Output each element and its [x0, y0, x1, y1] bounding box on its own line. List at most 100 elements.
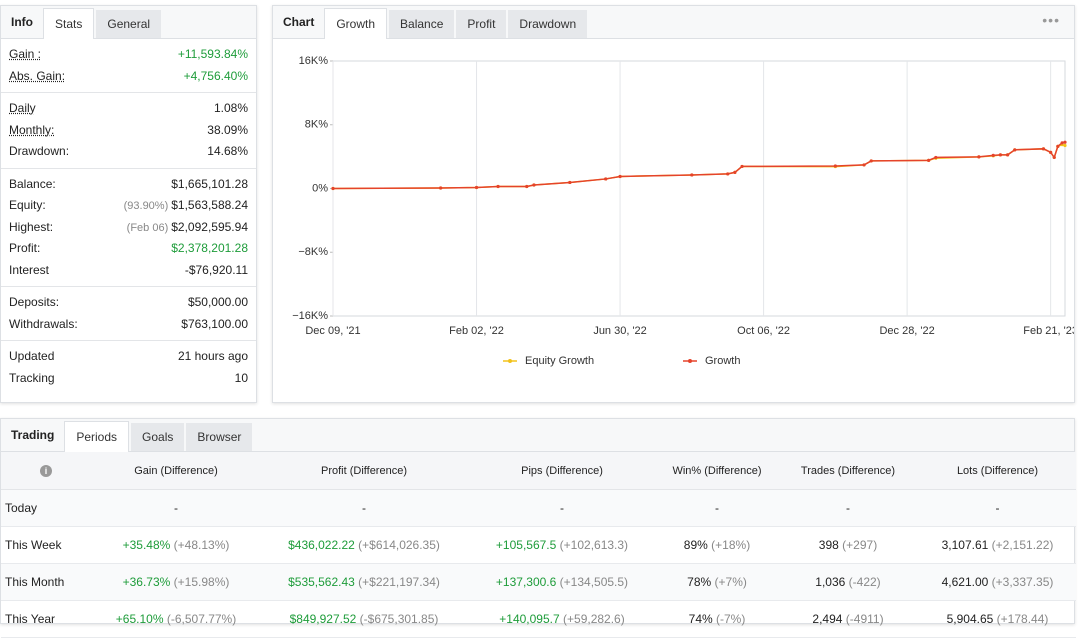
- stat-value-wrap: $763,100.00: [181, 314, 248, 336]
- tab[interactable]: General: [96, 10, 162, 38]
- row-label: Today: [1, 489, 91, 527]
- period-row: This Week +35.48% (+48.13%) $436,022.22 (+…: [1, 526, 1076, 564]
- stat-value-wrap: +4,756.40%: [184, 66, 248, 88]
- cell-value: 398: [818, 538, 839, 552]
- stat-row: Monthly: 38.09%: [1, 120, 256, 142]
- point: [833, 164, 837, 168]
- stat-value: +11,593.84%: [177, 47, 248, 61]
- stat-value-wrap: $1,665,101.28: [171, 174, 248, 196]
- cell-value: 1,036: [815, 575, 846, 589]
- x-tick-label: Dec 28, '22: [879, 325, 934, 337]
- stat-label: Highest:: [9, 219, 54, 234]
- stat-label: Updated: [9, 349, 55, 363]
- point: [927, 158, 931, 162]
- y-tick-label: 8K%: [305, 119, 328, 131]
- cell-value: -: [846, 501, 850, 515]
- stat-row: Daily 1.08%: [1, 98, 256, 120]
- point: [740, 164, 744, 169]
- info-icon-cell: i: [1, 452, 91, 490]
- stat-label: Balance:: [9, 176, 56, 191]
- cell-difference: (+15.98%): [173, 575, 230, 589]
- tab[interactable]: Growth: [324, 8, 388, 39]
- stat-value: $50,000.00: [187, 295, 248, 309]
- stat-value-wrap: (93.90%) $1,563,588.24: [124, 195, 248, 217]
- tab[interactable]: Profit: [456, 10, 507, 38]
- cell: 4,621.00 (+3,337.35): [919, 563, 1076, 601]
- x-tick-label: Feb 21, '23: [1023, 325, 1074, 337]
- stat-group: Balance: $1,665,101.28 Equity: (93.90%) $1,5…: [1, 169, 256, 287]
- growth-line: [332, 143, 1066, 190]
- y-tick-label: 0%: [312, 182, 328, 194]
- cell-difference: (+134,505.5): [559, 575, 629, 589]
- y-tick-label: −16K%: [292, 310, 328, 322]
- menu-icon[interactable]: •••: [1042, 12, 1060, 28]
- point: [331, 186, 335, 191]
- cell: $849,927.52 (-$675,301.85): [261, 600, 467, 638]
- stat-group: Gain : +11,593.84% Abs. Gain: +4,756.40%: [1, 39, 256, 93]
- cell: +36.73% (+15.98%): [91, 563, 261, 601]
- cell-difference: (-4911): [845, 612, 884, 626]
- cell: $436,022.22 (+$614,026.35): [261, 526, 467, 564]
- stat-value: $2,092,595.94: [171, 219, 248, 234]
- stat-value-wrap: 10: [235, 368, 248, 390]
- column-header: Gain (Difference): [91, 452, 261, 490]
- stat-label: Gain :: [9, 47, 42, 61]
- point: [1013, 148, 1017, 152]
- stat-label: Interest: [9, 262, 50, 277]
- stat-value-wrap: 1.08%: [214, 98, 248, 120]
- cell: 398 (+297): [777, 526, 919, 564]
- stat-group: Deposits: $50,000.00 Withdrawals: $763,100.…: [1, 287, 256, 341]
- period-row: This Year +65.10% (-6,507.77%) $849,927.52…: [1, 600, 1076, 638]
- legend-dot: [508, 359, 512, 363]
- growth-line: [332, 141, 1066, 190]
- tab-label: Info: [11, 15, 33, 29]
- cell: +137,300.6 (+134,505.5): [467, 563, 657, 601]
- tab[interactable]: Goals: [131, 423, 185, 451]
- point: [618, 174, 622, 179]
- stat-value: $1,563,588.24: [171, 198, 248, 212]
- tab[interactable]: Balance: [389, 10, 455, 38]
- tab[interactable]: Periods: [64, 421, 130, 452]
- point: [1052, 155, 1056, 160]
- cell-value: +105,567.5: [495, 538, 557, 552]
- info-icon: i: [40, 464, 52, 477]
- tab[interactable]: Browser: [186, 423, 253, 451]
- point: [532, 183, 536, 187]
- cell-value: 3,107.61: [941, 538, 989, 552]
- periods-panel: Trading Periods Goals Browser i Gain (Differe…: [0, 418, 1076, 638]
- stat-label: Profit:: [9, 241, 41, 255]
- legend-label: Equity Growth: [525, 355, 594, 367]
- stat-value: -$76,920.11: [184, 262, 248, 277]
- cell: 89% (+18%): [657, 526, 777, 564]
- cell-value: 74%: [688, 612, 713, 626]
- stat-value-wrap: +11,593.84%: [178, 44, 248, 66]
- cell: +140,095.7 (+59,282.6): [467, 600, 657, 638]
- stat-row: Balance: $1,665,101.28: [1, 174, 256, 196]
- stat-row: Profit: $2,378,201.28: [1, 238, 256, 260]
- cell: +105,567.5 (+102,613.3): [467, 526, 657, 564]
- point: [733, 170, 737, 175]
- tab[interactable]: Drawdown: [508, 10, 588, 38]
- cell-difference: (+48.13%): [173, 538, 230, 552]
- stat-group: Updated 21 hours ago Tracking 10: [1, 341, 256, 394]
- cell-difference: (+$221,197.34): [358, 575, 440, 589]
- stat-row: Interest -$76,920.11: [1, 260, 256, 282]
- cell-value: $436,022.22: [288, 538, 355, 552]
- tab[interactable]: Stats: [43, 8, 95, 39]
- stat-value: $1,665,101.28: [171, 176, 248, 191]
- period-row: Today - - - - - -: [1, 489, 1076, 527]
- stats-panel: Info Stats General Gain : +11,593.84% Abs. Ga…: [0, 5, 257, 403]
- stat-row: Equity: (93.90%) $1,563,588.24: [1, 195, 256, 217]
- cell-value: +65.10%: [115, 612, 164, 626]
- cell-value: -: [362, 501, 366, 515]
- stat-value-wrap: 14.68%: [207, 141, 248, 163]
- stat-label: Monthly:: [9, 122, 55, 137]
- column-header: Pips (Difference): [467, 452, 657, 490]
- stat-label: Drawdown:: [9, 144, 70, 158]
- row-label: This Week: [1, 526, 91, 564]
- stat-value: +4,756.40%: [183, 68, 248, 83]
- stat-label: Tracking: [9, 370, 55, 385]
- point: [439, 186, 443, 190]
- tab-label: Trading: [11, 428, 55, 442]
- cell-difference: (+7%): [714, 575, 747, 589]
